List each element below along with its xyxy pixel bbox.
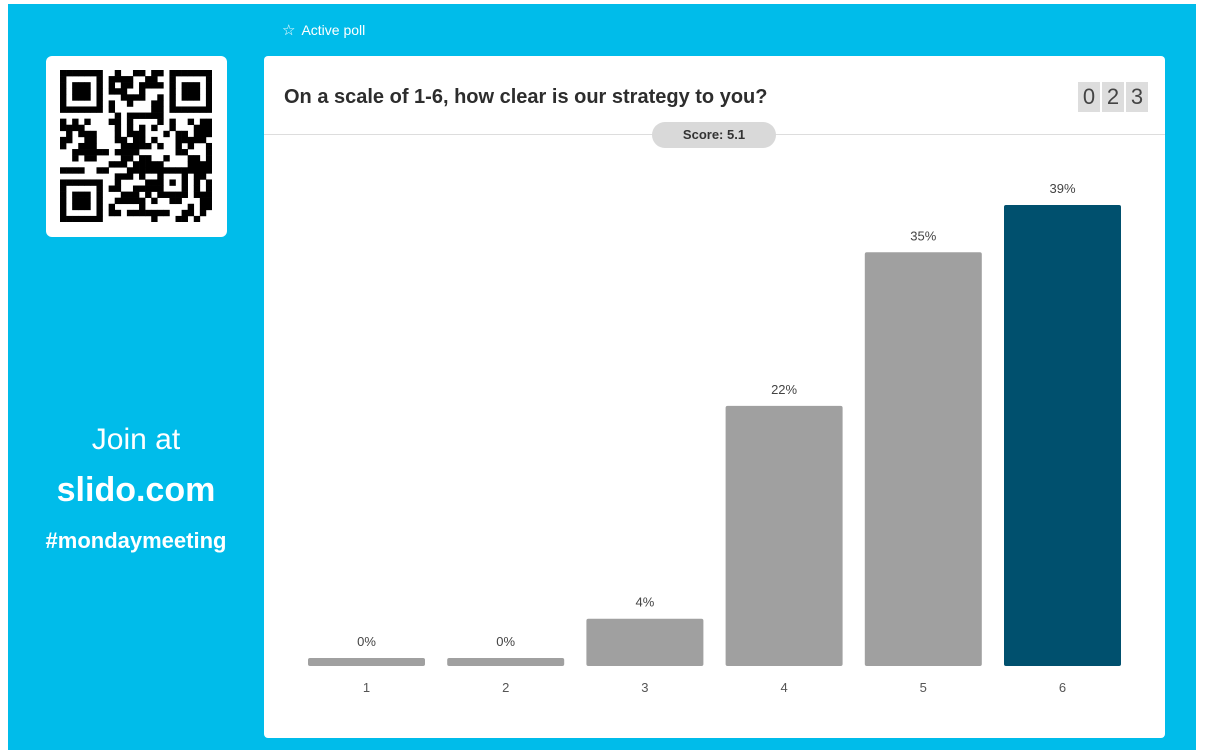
x-tick-label: 2 [502, 680, 509, 695]
qr-code-card [46, 56, 227, 237]
score-badge: Score: 5.1 [652, 122, 776, 148]
counter-digit: 3 [1126, 82, 1148, 112]
bar-value-label: 22% [771, 382, 797, 397]
poll-question: On a scale of 1-6, how clear is our stra… [284, 86, 768, 108]
bar-value-label: 0% [357, 634, 376, 649]
active-poll-label: Active poll [301, 22, 366, 38]
bar-option-4 [725, 405, 843, 666]
join-site: slido.com [56, 471, 216, 509]
bar-option-1 [308, 658, 425, 666]
x-tick-label: 5 [920, 680, 927, 695]
active-poll-header: ☆ Active poll [282, 19, 365, 41]
bar-option-6 [1004, 205, 1121, 666]
x-tick-label: 3 [641, 680, 648, 695]
counter-digit: 0 [1078, 82, 1100, 112]
participant-counter: 0 2 3 [1076, 82, 1148, 112]
bar-option-2 [447, 658, 565, 666]
bar-value-label: 0% [496, 634, 515, 649]
star-outline-icon: ☆ [282, 21, 296, 39]
x-tick-label: 1 [363, 680, 370, 695]
poll-results-chart: 0% 1 0% 2 4% 3 22% 4 35% 5 39% 6 [308, 181, 1121, 695]
x-tick-label: 6 [1059, 680, 1066, 695]
poll-card: On a scale of 1-6, how clear is our stra… [264, 56, 1165, 738]
bar-option-3 [586, 618, 704, 666]
qr-code-icon [60, 70, 212, 222]
event-code: #mondaymeeting [45, 528, 227, 553]
bar-value-label: 4% [636, 595, 655, 610]
join-instructions: Join at slido.com #mondaymeeting [14, 420, 258, 556]
bar-value-label: 35% [910, 228, 936, 243]
x-tick-label: 4 [780, 680, 787, 695]
counter-digit: 2 [1102, 82, 1124, 112]
bar-value-label: 39% [1049, 181, 1075, 196]
bar-option-5 [864, 252, 982, 667]
join-at-label: Join at [91, 423, 181, 456]
